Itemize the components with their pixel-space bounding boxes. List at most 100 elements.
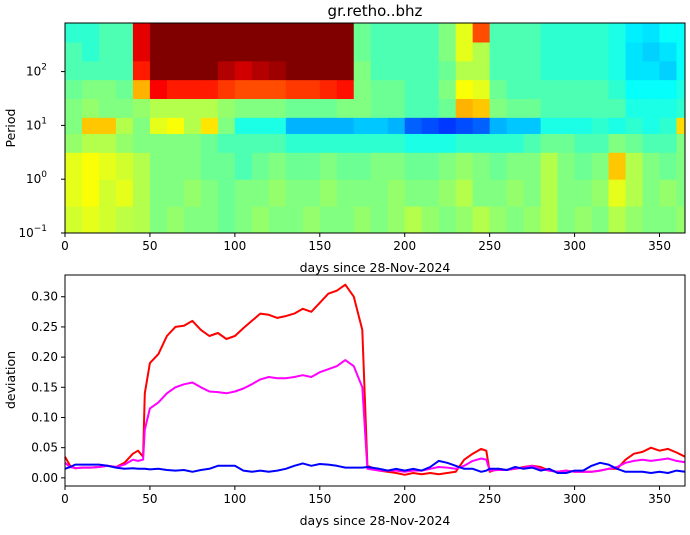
- heatmap-cell: [404, 133, 423, 153]
- heatmap-cell: [319, 117, 338, 134]
- heatmap-cell: [268, 133, 287, 153]
- heatmap-cell: [608, 206, 627, 234]
- heatmap-cell: [438, 133, 457, 153]
- heatmap-cell: [404, 152, 423, 180]
- heatmap-cell: [302, 133, 321, 153]
- heatmap-cell: [659, 206, 678, 234]
- heatmap-cell: [353, 117, 372, 134]
- y-tick-label: 100: [26, 170, 47, 186]
- y-tick-label: 0.00: [31, 471, 58, 485]
- heatmap-cell: [625, 117, 644, 134]
- heatmap-cell: [200, 23, 219, 43]
- bottom-y-axis-label: deviation: [3, 351, 18, 409]
- heatmap-cell: [472, 179, 491, 207]
- heatmap-cell: [65, 152, 83, 180]
- heatmap-cell: [608, 98, 627, 118]
- heatmap-cell: [302, 152, 321, 180]
- heatmap-cell: [387, 23, 406, 43]
- heatmap-cell: [455, 117, 474, 134]
- heatmap-cell: [455, 60, 474, 81]
- heatmap-cell: [251, 117, 270, 134]
- plot-frame: [64, 274, 686, 487]
- heatmap-cell: [302, 79, 321, 99]
- heatmap-cell: [285, 133, 304, 153]
- heatmap-cell: [387, 98, 406, 118]
- heatmap-cell: [574, 206, 593, 234]
- heatmap-cell: [455, 98, 474, 118]
- heatmap-cell: [625, 206, 644, 234]
- heatmap-cell: [319, 152, 338, 180]
- heatmap-cell: [217, 79, 236, 99]
- heatmap-cell: [217, 41, 236, 62]
- heatmap-cell: [149, 117, 168, 134]
- heatmap-cell: [251, 152, 270, 180]
- heatmap-cell: [149, 79, 168, 99]
- series-line-0: [64, 283, 686, 476]
- heatmap-cell: [506, 98, 525, 118]
- heatmap-cell: [472, 98, 491, 118]
- heatmap-cell: [217, 206, 236, 234]
- heatmap-cell: [132, 98, 151, 118]
- heatmap-cell: [251, 133, 270, 153]
- top-axes: 0 50 100 150 200 250 300 350 10−1 100 101 102: [18, 22, 686, 253]
- heatmap-cell: [319, 133, 338, 153]
- heatmap-cell: [65, 179, 83, 207]
- heatmap-cell: [591, 60, 610, 81]
- heatmap-cell: [98, 60, 117, 81]
- heatmap-cell: [557, 133, 576, 153]
- heatmap-cell: [404, 206, 423, 234]
- heatmap-cell: [659, 79, 678, 99]
- heatmap-cell: [574, 23, 593, 43]
- heatmap-cell: [370, 117, 389, 134]
- heatmap-cell: [472, 23, 491, 43]
- heatmap-cell: [65, 206, 83, 234]
- y-tick-label: 0.25: [31, 320, 58, 334]
- heatmap-cell: [557, 152, 576, 180]
- heatmap-cell: [523, 152, 542, 180]
- heatmap-cell: [336, 152, 355, 180]
- heatmap-cell: [183, 133, 202, 153]
- heatmap-cell: [166, 117, 185, 134]
- heatmap-cell: [336, 133, 355, 153]
- heatmap-cell: [455, 206, 474, 234]
- heatmap-cell: [166, 60, 185, 81]
- heatmap-cell: [642, 206, 661, 234]
- heatmap-cell: [98, 152, 117, 180]
- heatmap-cell: [319, 98, 338, 118]
- y-tick-label: 0.10: [31, 410, 58, 424]
- top-y-axis-label: Period: [3, 109, 18, 148]
- heatmap-cell: [676, 133, 686, 153]
- heatmap-cell: [387, 41, 406, 62]
- heatmap-cell: [200, 206, 219, 234]
- x-tick-label: 100: [223, 239, 246, 253]
- heatmap-cell: [251, 79, 270, 99]
- heatmap-cell: [574, 179, 593, 207]
- heatmap-cell: [421, 60, 440, 81]
- heatmap-cell: [200, 133, 219, 153]
- bottom-x-axis-label: days since 28-Nov-2024: [300, 513, 451, 528]
- heatmap-cell: [523, 79, 542, 99]
- heatmap-cell: [353, 41, 372, 62]
- heatmap-cell: [336, 79, 355, 99]
- heatmap-cell: [81, 179, 100, 207]
- heatmap-cell: [591, 117, 610, 134]
- heatmap-cell: [557, 79, 576, 99]
- heatmap-cell: [659, 60, 678, 81]
- y-tick-label: 101: [26, 116, 47, 132]
- heatmap-cell: [166, 79, 185, 99]
- heatmap-cell: [523, 179, 542, 207]
- heatmap-cell: [115, 23, 134, 43]
- heatmap-cell: [404, 98, 423, 118]
- heatmap-cell: [557, 206, 576, 234]
- heatmap-cell: [200, 98, 219, 118]
- heatmap-cell: [455, 152, 474, 180]
- heatmap-cell: [336, 23, 355, 43]
- heatmap-cell: [625, 152, 644, 180]
- heatmap-cell: [404, 79, 423, 99]
- heatmap-cell: [268, 152, 287, 180]
- heatmap-cell: [132, 152, 151, 180]
- heatmap-cell: [149, 133, 168, 153]
- heatmap-cell: [540, 23, 559, 43]
- heatmap-cell: [489, 41, 508, 62]
